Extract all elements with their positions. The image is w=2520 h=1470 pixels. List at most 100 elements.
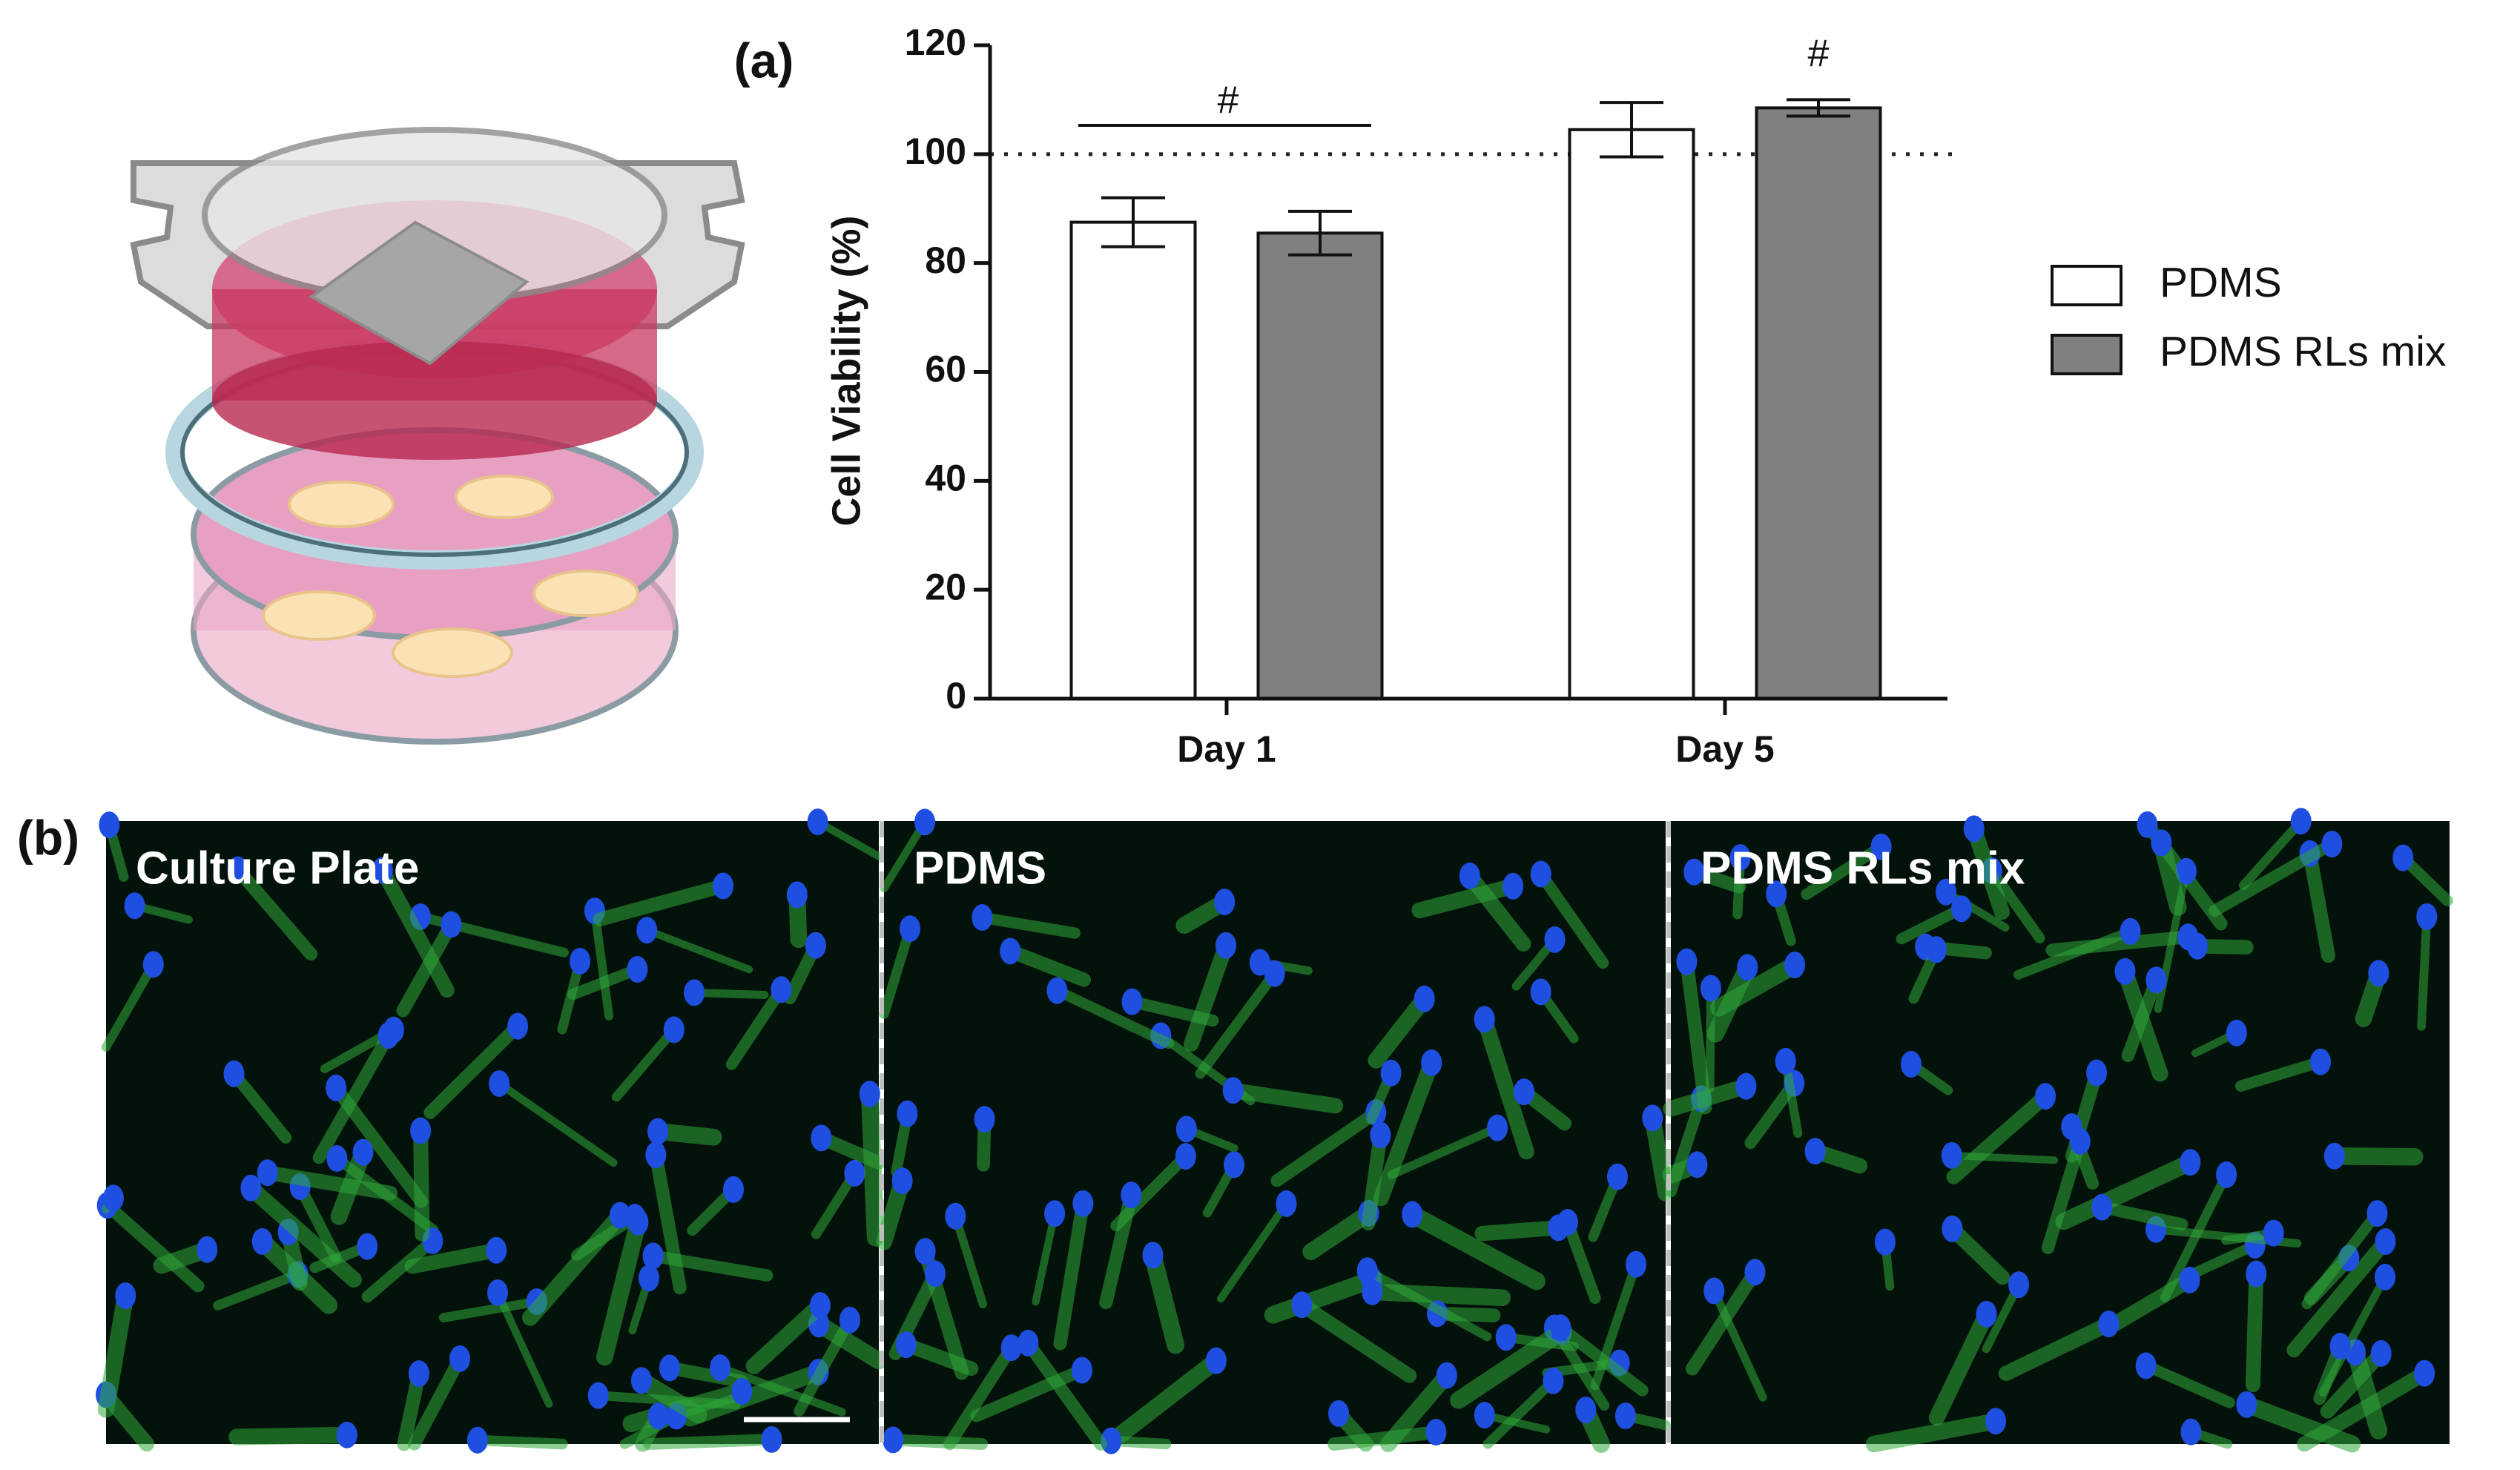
- cell-nucleus: [2180, 1149, 2201, 1176]
- legend-label: PDMS: [2160, 259, 2282, 306]
- cell-nucleus: [731, 1377, 753, 1405]
- cell-nucleus: [489, 1070, 510, 1098]
- cell-nucleus: [2008, 1271, 2030, 1299]
- micrograph-label: PDMS RLs mix: [1701, 843, 2025, 894]
- cell-nucleus: [570, 947, 591, 975]
- cell-nucleus: [486, 1236, 507, 1264]
- dish-illustration: [130, 127, 745, 745]
- cell-nucleus: [2180, 1418, 2202, 1446]
- cell-fiber: [1534, 868, 1609, 969]
- cell-fiber: [794, 1314, 856, 1417]
- cell-fiber: [1896, 903, 1967, 945]
- cell-nucleus: [1784, 952, 1806, 979]
- cell-nucleus: [1487, 1114, 1508, 1141]
- cell-nucleus: [1575, 1396, 1597, 1423]
- cell-fiber: [1411, 878, 1521, 919]
- cell-nucleus: [507, 1012, 529, 1040]
- cell-fiber: [404, 1242, 504, 1274]
- cell-fiber: [593, 879, 730, 927]
- cell-fiber: [951, 1212, 988, 1308]
- cell-nucleus: [1900, 1050, 1922, 1078]
- cell-fiber: [1264, 1270, 1381, 1324]
- cell-nucleus: [638, 1265, 659, 1292]
- cell-fiber: [1302, 1204, 1377, 1260]
- cell-nucleus: [1380, 1059, 1402, 1087]
- cell-nucleus: [1421, 1049, 1442, 1076]
- cell-nucleus: [1925, 936, 1947, 963]
- cell-fiber: [1480, 1411, 1551, 1434]
- micrograph: Culture Plate: [96, 808, 888, 1454]
- cell-fiber: [1680, 955, 1712, 1115]
- cell-nucleus: [809, 1292, 831, 1319]
- cell-nucleus: [1459, 862, 1480, 889]
- cell-nucleus: [1874, 1228, 1896, 1256]
- cell-nucleus: [377, 1022, 399, 1049]
- cell-fiber: [976, 912, 1081, 939]
- cell-nucleus: [645, 1141, 667, 1169]
- cell-nucleus: [197, 1236, 218, 1263]
- cell-fiber: [2286, 1234, 2393, 1358]
- cell-fiber: [2055, 1153, 2199, 1230]
- cell-fiber: [260, 1165, 398, 1201]
- cell-nucleus: [2375, 1263, 2396, 1291]
- cell-nucleus: [807, 808, 828, 836]
- y-tick-label: 100: [905, 131, 966, 172]
- cell-nucleus: [372, 857, 393, 884]
- cell-fiber: [2140, 1359, 2235, 1408]
- cell-nucleus: [771, 976, 792, 1003]
- cell-nucleus: [1870, 833, 1892, 860]
- cell-nucleus: [811, 1124, 832, 1152]
- error-bar: [1600, 101, 1663, 159]
- cell-fiber: [1665, 1092, 1707, 1198]
- cell-nucleus: [1046, 977, 1068, 1004]
- cell-nucleus: [1402, 1201, 1423, 1228]
- cell-nucleus: [2175, 857, 2197, 885]
- cell-fiber: [1709, 956, 1804, 1017]
- cell-nucleus: [1291, 1291, 1313, 1319]
- cell-fiber: [213, 1269, 303, 1311]
- cell-nucleus: [722, 1176, 744, 1203]
- legend-label: PDMS RLs mix: [2160, 328, 2446, 375]
- cell-fiber: [1685, 1265, 1762, 1376]
- cell-fiber: [312, 1029, 395, 1164]
- cell-nucleus: [914, 1238, 936, 1265]
- cell-nucleus: [336, 1421, 357, 1448]
- cell-fiber: [2117, 963, 2168, 1082]
- cell-nucleus: [1950, 895, 1972, 923]
- cell-fiber: [231, 863, 318, 961]
- cell-fiber: [1947, 1151, 2059, 1164]
- cell-nucleus: [2187, 932, 2209, 960]
- cell-fiber: [1099, 1188, 1138, 1310]
- cell-fiber: [413, 1123, 430, 1242]
- micrograph: PDMS RLs mix: [1662, 808, 2453, 1453]
- cell-nucleus: [2120, 917, 2141, 945]
- cell-nucleus: [2414, 1359, 2435, 1387]
- cell-nucleus: [1686, 1151, 1708, 1179]
- cell-nucleus: [1683, 858, 1705, 886]
- cell-nucleus: [1214, 889, 1236, 916]
- cell-nucleus: [895, 1331, 917, 1359]
- cell-fiber: [1052, 985, 1174, 1049]
- cell-nucleus: [1044, 1200, 1066, 1227]
- cell-nucleus: [251, 1227, 273, 1255]
- cell-nucleus: [2035, 1083, 2056, 1110]
- cell-fiber: [814, 817, 883, 860]
- cell-fiber: [1361, 1128, 1388, 1231]
- cell-nucleus: [1276, 1190, 1297, 1217]
- cell-nucleus: [610, 1202, 631, 1229]
- cell-nucleus: [642, 1242, 664, 1270]
- cell-nucleus: [1729, 844, 1751, 871]
- cell-nucleus: [627, 955, 648, 983]
- cell-fiber: [1270, 1106, 1382, 1187]
- cell-fiber: [1032, 1210, 1059, 1306]
- cell-nucleus: [1072, 1190, 1094, 1217]
- cell-nucleus: [1737, 954, 1758, 981]
- cell-fiber: [1928, 1306, 1995, 1426]
- cell-fiber: [493, 1288, 553, 1408]
- cell-nucleus: [945, 1202, 966, 1230]
- cell-nucleus: [2368, 960, 2389, 987]
- cell-nucleus: [115, 1282, 136, 1310]
- cell-nucleus: [1700, 975, 1721, 1002]
- cell-nucleus: [974, 1105, 995, 1133]
- cell-fiber: [1363, 1283, 1511, 1307]
